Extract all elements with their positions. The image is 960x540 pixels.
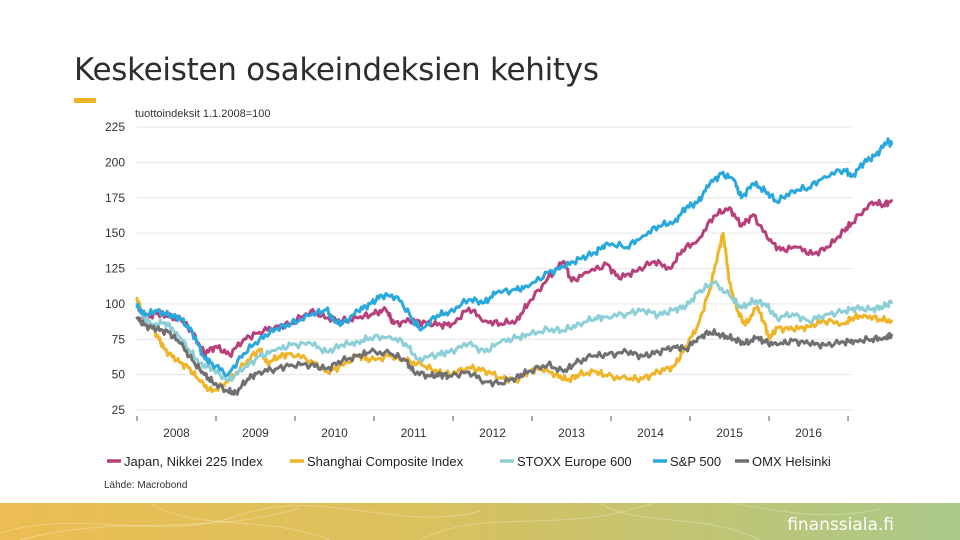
x-axis: 2008 2009 2010 2011 2012 2013 2014 2015 2016 — [136, 416, 849, 440]
brand-wordmark: finanssiala.fi — [787, 515, 894, 535]
y-tick-label: 225 — [105, 120, 125, 134]
chart-grid — [137, 126, 852, 411]
x-tick-label: 2009 — [242, 426, 269, 440]
series-line-4 — [135, 316, 893, 396]
y-tick-label: 200 — [105, 155, 125, 169]
y-tick-label: 125 — [105, 262, 125, 276]
series-line-3 — [135, 137, 893, 378]
series-lines — [135, 137, 893, 396]
legend-label: Shanghai Composite Index — [307, 454, 464, 469]
series-line-0 — [135, 198, 893, 358]
y-tick-label: 50 — [112, 368, 126, 382]
legend-label: Japan, Nikkei 225 Index — [124, 454, 263, 469]
line-chart: 25 50 75 100 125 150 175 200 225 2008 2009 2010 201… — [105, 120, 893, 469]
y-tick-label: 175 — [105, 191, 125, 205]
x-tick-label: 2008 — [163, 426, 190, 440]
x-tick-label: 2010 — [321, 426, 348, 440]
y-tick-label: 100 — [105, 297, 125, 311]
legend-label: S&P 500 — [670, 454, 721, 469]
title-accent-bar — [74, 98, 96, 103]
x-tick-label: 2011 — [401, 426, 427, 440]
y-axis: 25 50 75 100 125 150 175 200 225 — [105, 120, 125, 417]
footer-band — [0, 503, 960, 540]
x-tick-label: 2014 — [637, 426, 664, 440]
legend-label: STOXX Europe 600 — [517, 454, 632, 469]
legend-label: OMX Helsinki — [752, 454, 831, 469]
x-tick-label: 2013 — [558, 426, 585, 440]
y-tick-label: 75 — [112, 332, 126, 346]
y-tick-label: 150 — [105, 226, 125, 240]
x-tick-label: 2016 — [795, 426, 822, 440]
series-line-2 — [135, 280, 893, 382]
source-note: Lähde: Macrobond — [104, 480, 188, 491]
y-tick-label: 25 — [112, 403, 126, 417]
chart-legend: Japan, Nikkei 225 Index Shanghai Composit… — [107, 454, 831, 469]
x-tick-label: 2012 — [479, 426, 506, 440]
page-title: Keskeisten osakeindeksien kehitys — [74, 52, 599, 88]
x-tick-label: 2015 — [716, 426, 743, 440]
chart-subtitle: tuottoindeksit 1.1.2008=100 — [135, 108, 271, 120]
series-line-1 — [135, 231, 893, 394]
